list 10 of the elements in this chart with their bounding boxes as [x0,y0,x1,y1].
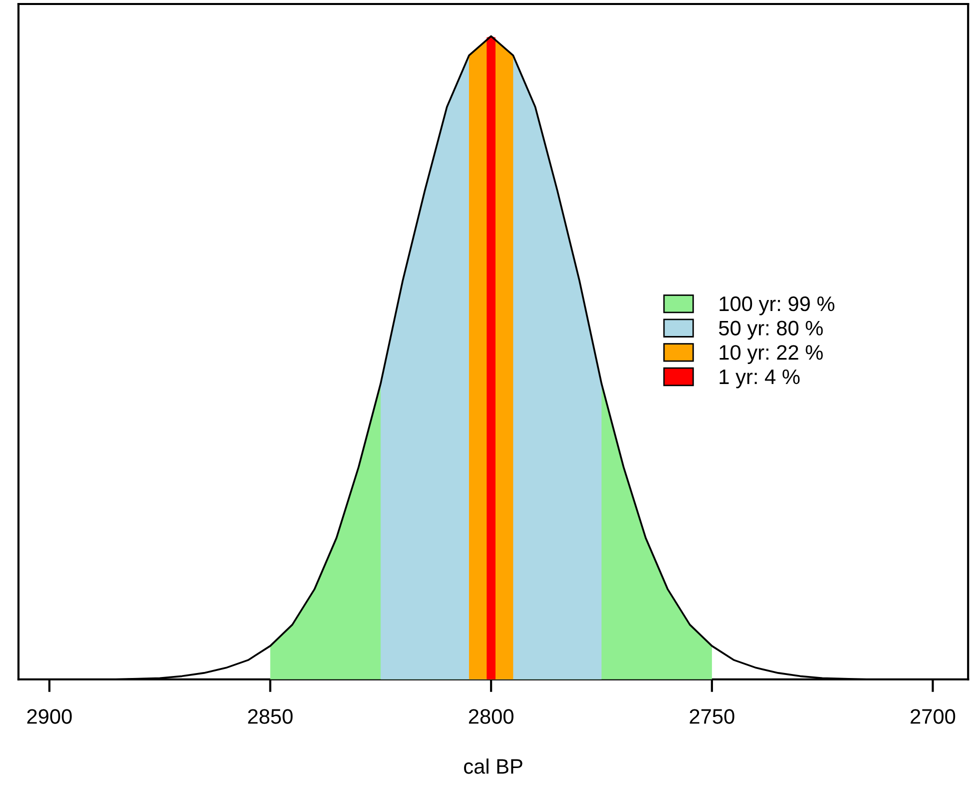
legend-label: 10 yr: 22 % [720,345,823,364]
legend-label: 100 yr: 99 % [720,296,834,316]
legend-label: 50 yr: 80 % [718,320,823,340]
x-tick-label: 2800 [468,709,514,724]
x-axis-title: cal BP [464,758,522,774]
x-tick-label: 2850 [248,709,293,724]
x-tick-label: 2900 [27,709,72,724]
x-tick-label: 2750 [690,709,734,724]
x-tick-label: 2700 [910,709,956,724]
legend-label: 1 yr: 4 % [720,369,800,388]
